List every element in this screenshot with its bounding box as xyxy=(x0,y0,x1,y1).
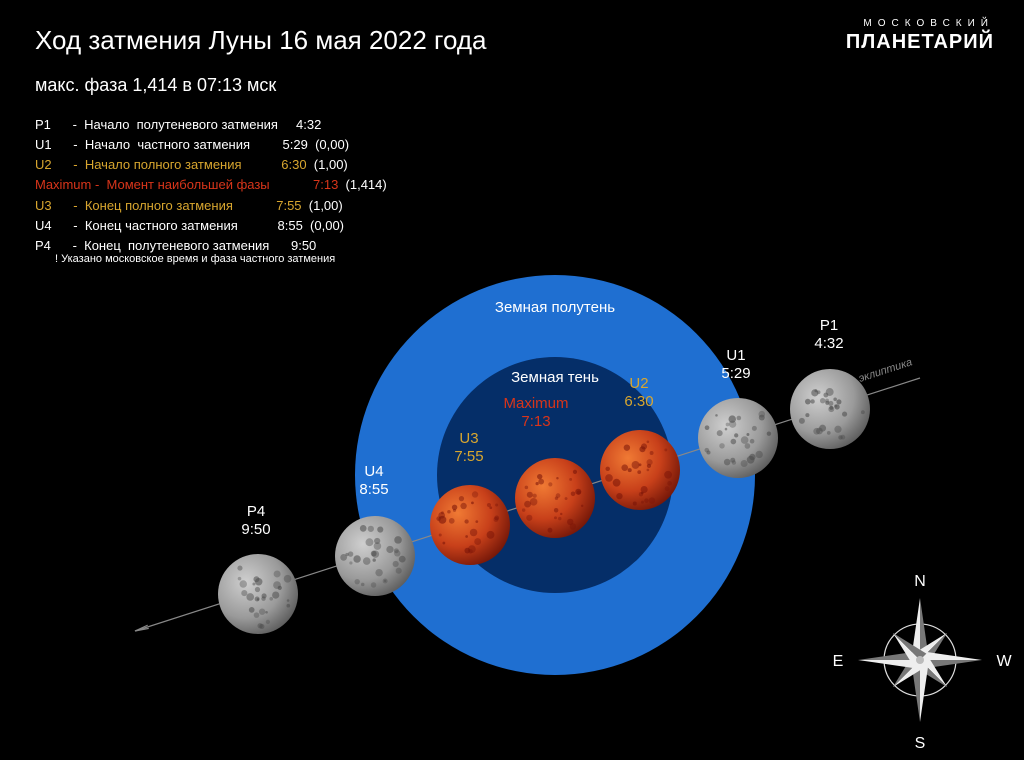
moon-time-u3: 7:55 xyxy=(454,448,483,465)
moon-mx xyxy=(515,458,595,538)
eclipse-diagram: Земная полутень Земная тень эклиптика P14:3… xyxy=(0,0,1024,760)
moon-time-u4: 8:55 xyxy=(359,481,388,498)
compass-n: N xyxy=(914,573,926,590)
penumbra-label: Земная полутень xyxy=(495,299,615,316)
moon-label-u2: U2 xyxy=(629,375,648,392)
compass-e: E xyxy=(833,653,844,670)
compass-s: S xyxy=(915,735,926,752)
moon-u1 xyxy=(698,398,778,478)
moon-time-u1: 5:29 xyxy=(721,365,750,382)
moon-label-u3: U3 xyxy=(459,430,478,447)
moon-label-u4: U4 xyxy=(364,463,383,480)
moon-label-p1: P1 xyxy=(820,317,838,334)
moon-time-p4: 9:50 xyxy=(241,521,270,538)
ecliptic-label: эклиптика xyxy=(857,356,914,385)
moon-time-mx: 7:13 xyxy=(521,413,550,430)
moon-time-u2: 6:30 xyxy=(624,393,653,410)
moon-u4 xyxy=(335,516,415,596)
moon-p4 xyxy=(218,554,298,634)
umbra-label: Земная тень xyxy=(511,369,599,386)
compass-w: W xyxy=(996,653,1012,670)
moon-label-u1: U1 xyxy=(726,347,745,364)
moon-p1 xyxy=(790,369,870,449)
moon-label-p4: P4 xyxy=(247,503,265,520)
moon-label-mx: Maximum xyxy=(503,395,568,412)
compass-rose: N S E W xyxy=(833,573,1013,752)
moon-time-p1: 4:32 xyxy=(814,335,843,352)
moon-u3 xyxy=(430,485,510,565)
ecliptic-arrow xyxy=(135,625,149,631)
moon-u2 xyxy=(600,430,680,510)
